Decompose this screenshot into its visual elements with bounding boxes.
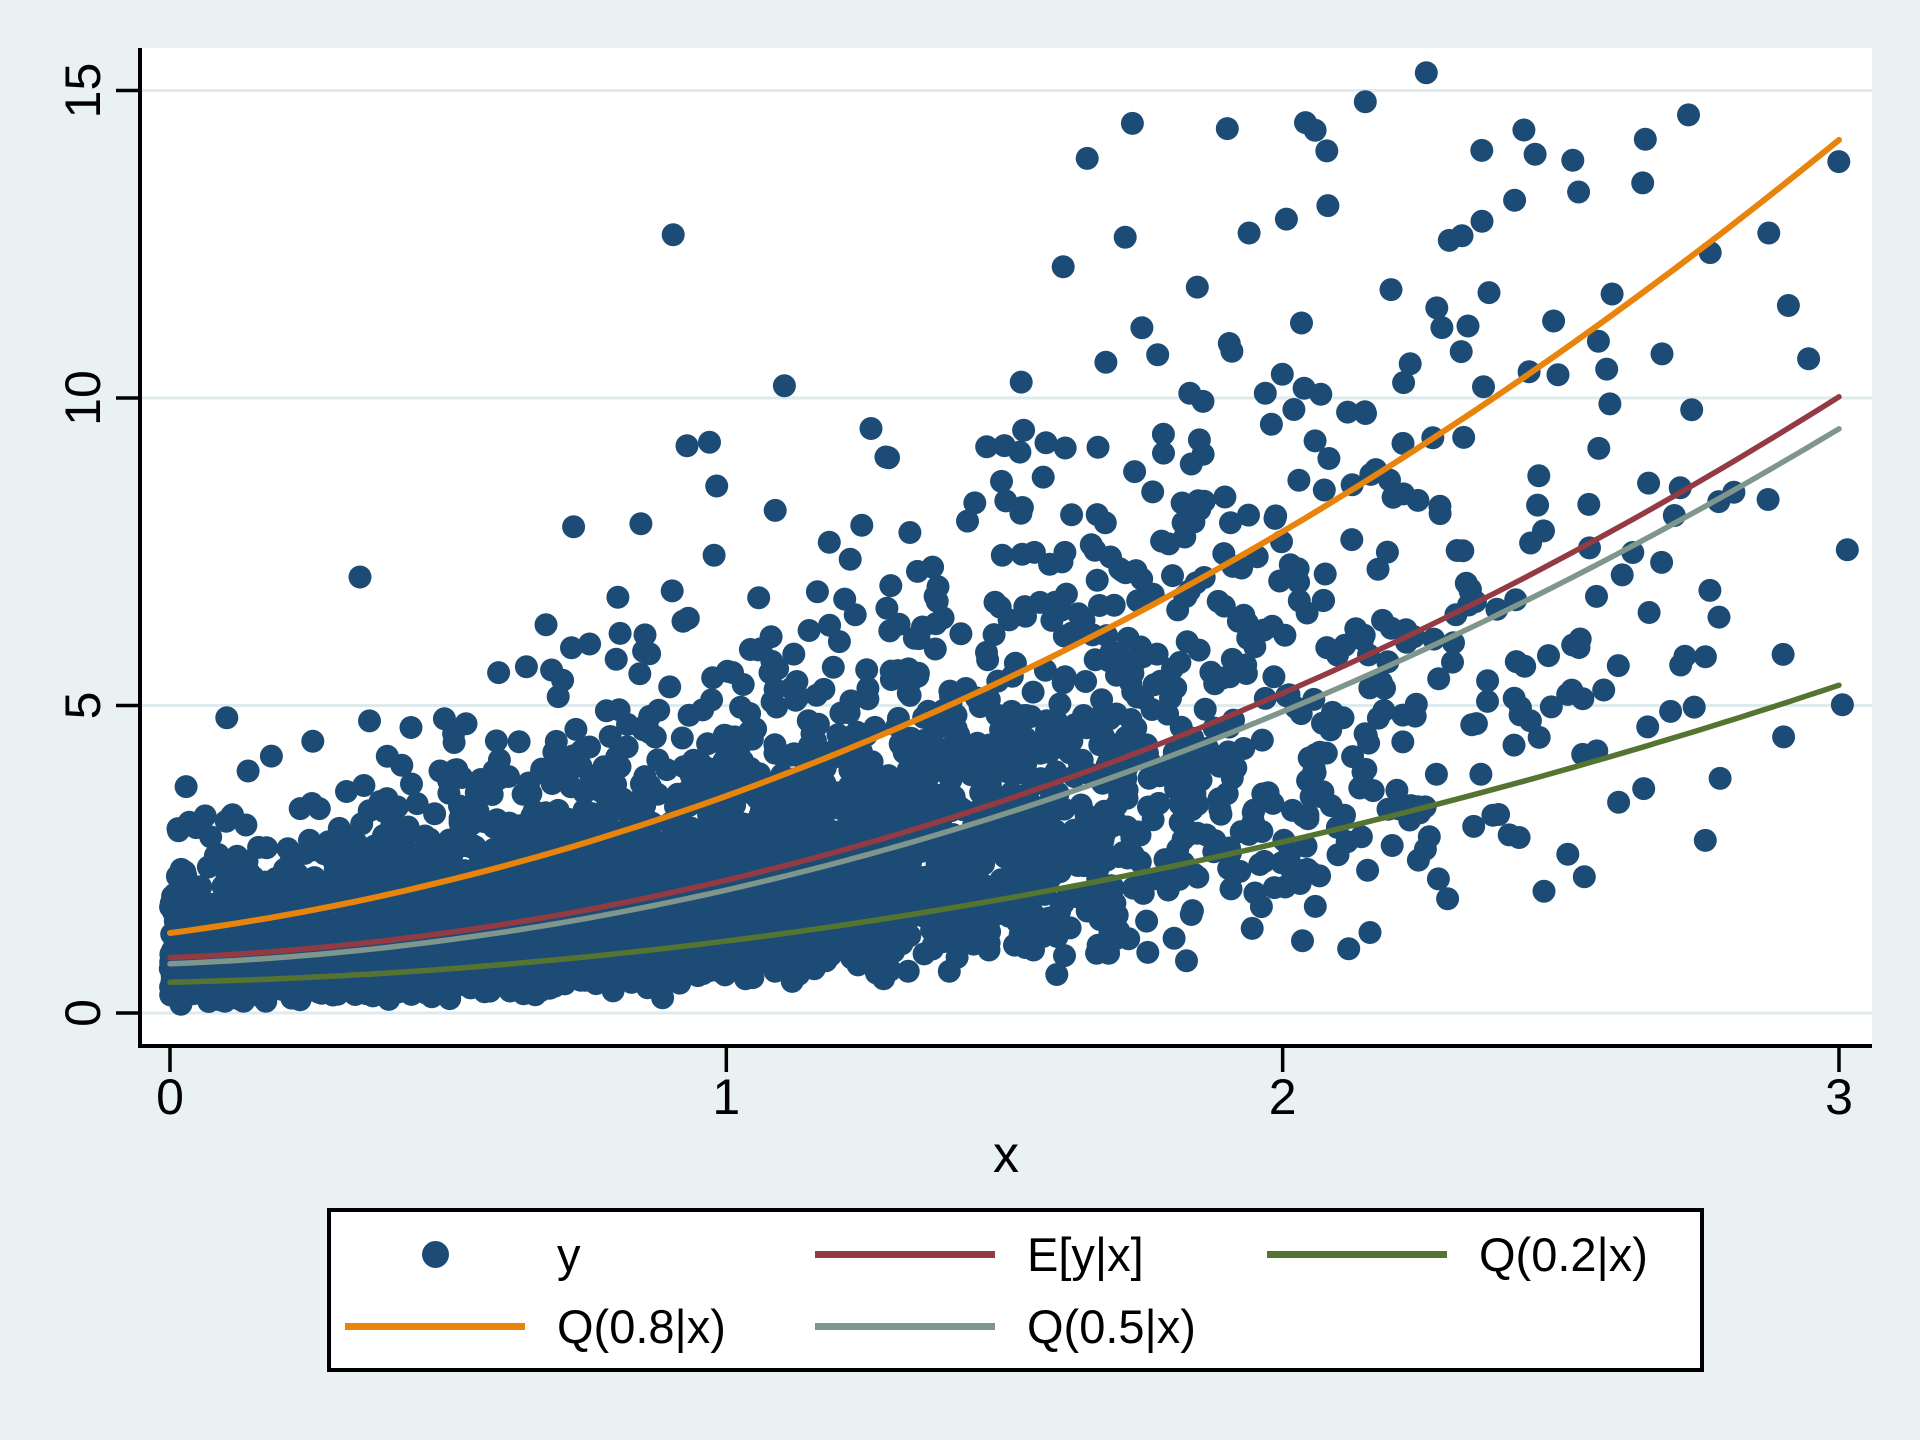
legend-row-1: y E[y|x] Q(0.2|x) — [345, 1218, 1686, 1290]
legend-swatch-area — [815, 1250, 995, 1258]
legend-label-q80: Q(0.8|x) — [557, 1299, 726, 1353]
scatter-points — [158, 61, 1859, 1016]
legend-label-q50: Q(0.5|x) — [1027, 1299, 1196, 1353]
legend-box: y E[y|x] Q(0.2|x) Q(0.8|x) — [327, 1208, 1704, 1372]
legend-row-2: Q(0.8|x) Q(0.5|x) — [345, 1290, 1686, 1362]
x-tick-label-0: 0 — [156, 1069, 184, 1125]
q20-line-icon — [1267, 1250, 1447, 1258]
q80-line-icon — [345, 1322, 525, 1330]
legend-entry-q80: Q(0.8|x) — [345, 1303, 815, 1350]
legend-entry-q50: Q(0.5|x) — [815, 1303, 1267, 1350]
curve-Q(0.2|x) — [167, 682, 1842, 986]
curve-Q(0.8|x) — [167, 136, 1842, 936]
tick-labels: 0 1 2 3 0 5 10 15 — [55, 63, 1853, 1125]
legend-entry-y: y — [345, 1231, 815, 1278]
q50-line-icon — [815, 1322, 995, 1330]
regression-curves — [167, 136, 1842, 986]
legend-swatch-area — [345, 1322, 525, 1330]
y-tick-label-10: 10 — [55, 370, 111, 426]
legend-swatch-area — [1267, 1250, 1447, 1258]
curve-E[y|x] — [167, 394, 1842, 961]
legend-label-mean: E[y|x] — [1027, 1227, 1144, 1281]
legend-entry-q20: Q(0.2|x) — [1267, 1231, 1686, 1278]
axes — [116, 48, 1872, 1072]
legend-label-y: y — [557, 1227, 581, 1281]
y-tick-label-5: 5 — [55, 692, 111, 720]
legend-entry-mean: E[y|x] — [815, 1231, 1267, 1278]
scatter-marker-icon — [421, 1240, 449, 1268]
legend-label-q20: Q(0.2|x) — [1479, 1227, 1648, 1281]
chart-svg: 0 1 2 3 0 5 10 15 x — [55, 48, 1872, 1184]
mean-line-icon — [815, 1250, 995, 1258]
x-tick-label-1: 1 — [712, 1069, 740, 1125]
legend-swatch-area — [345, 1240, 525, 1268]
x-tick-label-2: 2 — [1269, 1069, 1297, 1125]
x-tick-label-3: 3 — [1825, 1069, 1853, 1125]
curve-Q(0.5|x) — [167, 426, 1842, 967]
legend-swatch-area — [815, 1322, 995, 1330]
y-tick-label-15: 15 — [55, 63, 111, 119]
y-tick-label-0: 0 — [55, 999, 111, 1027]
x-axis-title: x — [993, 1126, 1019, 1184]
